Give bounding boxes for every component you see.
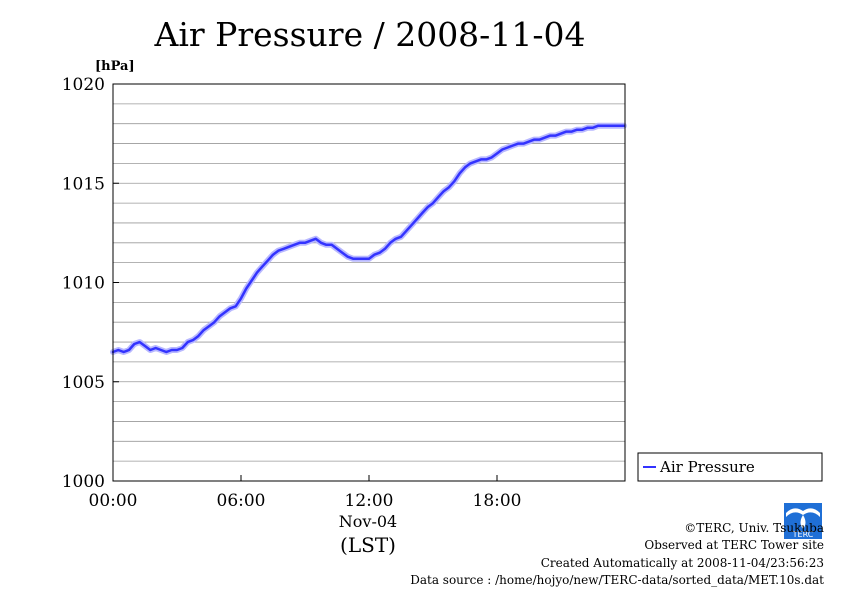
- created-text: Created Automatically at 2008-11-04/23:5…: [540, 556, 824, 570]
- x-date-label: Nov-04: [339, 512, 397, 531]
- legend: Air Pressure: [637, 452, 823, 482]
- series-line-air-pressure: [111, 124, 626, 354]
- series-line-halo: [110, 122, 627, 355]
- plot-frame: [112, 83, 626, 482]
- logo-text: TERC: [792, 530, 814, 539]
- x-tick-label: 06:00: [217, 491, 266, 511]
- terc-logo: TERC: [784, 503, 822, 539]
- y-tick-label: 1020: [62, 75, 105, 95]
- y-unit-label: [hPa]: [95, 59, 135, 74]
- x-tick-label: 12:00: [345, 491, 394, 511]
- legend-label: Air Pressure: [659, 458, 755, 476]
- observed-text: Observed at TERC Tower site: [644, 538, 824, 552]
- x-tick-label: 00:00: [89, 491, 138, 511]
- grid-lines: [113, 83, 625, 482]
- x-axis: 00:00 06:00 12:00 18:00: [89, 475, 522, 511]
- series-group: [110, 122, 627, 355]
- legend-box: [637, 452, 823, 482]
- y-tick-label: 1010: [62, 274, 105, 294]
- x-axis-label: (LST): [340, 533, 396, 557]
- y-tick-label: 1000: [62, 472, 105, 492]
- y-tick-label: 1005: [62, 373, 105, 393]
- y-axis: 1000 1005 1010 1015 1020: [62, 75, 119, 492]
- source-text: Data source : /home/hojyo/new/TERC-data/…: [410, 573, 824, 587]
- x-tick-label: 18:00: [473, 491, 522, 511]
- chart-title: Air Pressure / 2008-11-04: [154, 15, 586, 54]
- copyright-text: ©TERC, Univ. Tsukuba: [684, 521, 824, 535]
- y-tick-label: 1015: [62, 174, 105, 194]
